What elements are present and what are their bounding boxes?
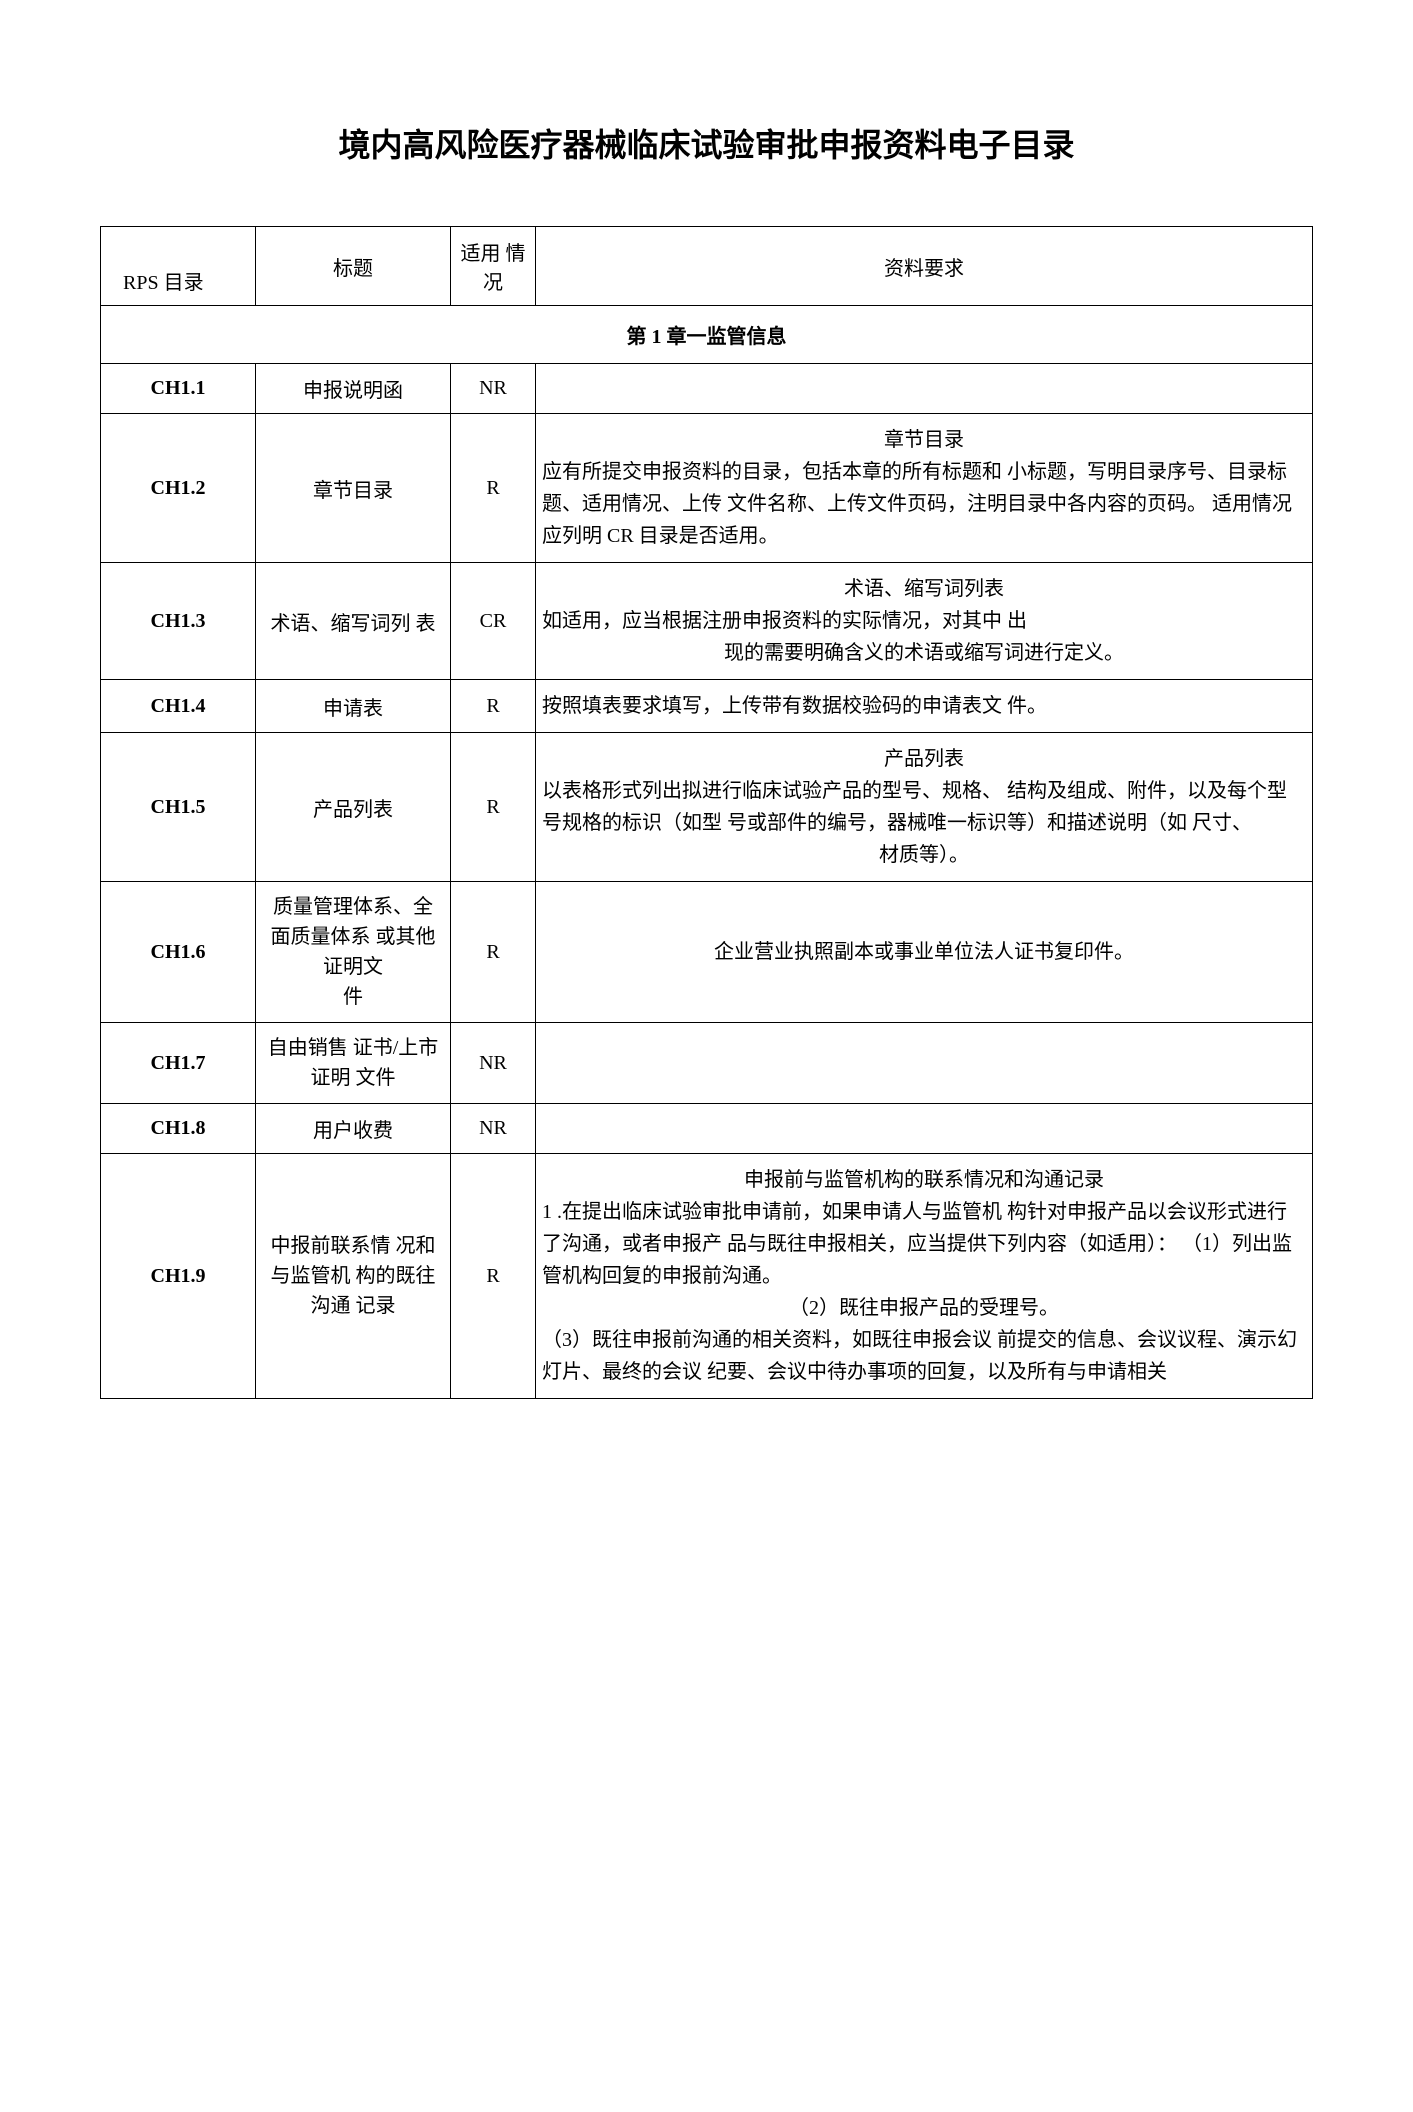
content-table: RPS 目录 标题 适用 情况 资料要求 第 1 章一监管信息 CH1.1 申报… [100,226,1313,1399]
cell-apply: NR [451,1023,536,1104]
cell-title: 用户收费 [256,1104,451,1154]
header-req: 资料要求 [536,227,1313,306]
cell-apply: NR [451,364,536,414]
cell-rps: CH1.5 [101,733,256,882]
table-row: CH1.9 中报前联系情 况和与监管机 构的既往沟通 记录 R 申报前与监管机构… [101,1154,1313,1399]
cell-rps: CH1.6 [101,882,256,1023]
table-row: CH1.6 质量管理体系、全面质量体系 或其他证明文件 R 企业营业执照副本或事… [101,882,1313,1023]
cell-req: 企业营业执照副本或事业单位法人证书复印件。 [536,882,1313,1023]
cell-apply: R [451,1154,536,1399]
req-body: 应有所提交申报资料的目录，包括本章的所有标题和 小标题，写明目录序号、目录标题、… [542,456,1306,552]
cell-rps: CH1.4 [101,680,256,733]
table-row: CH1.1 申报说明函 NR [101,364,1313,414]
cell-req [536,1104,1313,1154]
cell-req [536,364,1313,414]
cell-title: 质量管理体系、全面质量体系 或其他证明文件 [256,882,451,1023]
cell-title: 章节目录 [256,414,451,563]
cell-req: 章节目录 应有所提交申报资料的目录，包括本章的所有标题和 小标题，写明目录序号、… [536,414,1313,563]
table-row: CH1.8 用户收费 NR [101,1104,1313,1154]
header-rps: RPS 目录 [101,227,256,306]
req-body: 以表格形式列出拟进行临床试验产品的型号、规格、 结构及组成、附件，以及每个型号规… [542,780,1306,871]
chapter-row: 第 1 章一监管信息 [101,306,1313,364]
cell-title: 申请表 [256,680,451,733]
req-body: 企业营业执照副本或事业单位法人证书复印件。 [714,941,1134,963]
cell-apply: R [451,733,536,882]
cell-title: 自由销售 证书/上市证明 文件 [256,1023,451,1104]
header-apply: 适用 情况 [451,227,536,306]
req-body: 按照填表要求填写，上传带有数据校验码的申请表文 件。 [542,690,1306,722]
cell-apply: R [451,680,536,733]
req-title: 产品列表 [542,743,1306,775]
req-title: 章节目录 [542,424,1306,456]
table-row: CH1.2 章节目录 R 章节目录 应有所提交申报资料的目录，包括本章的所有标题… [101,414,1313,563]
header-row: RPS 目录 标题 适用 情况 资料要求 [101,227,1313,306]
table-row: CH1.4 申请表 R 按照填表要求填写，上传带有数据校验码的申请表文 件。 [101,680,1313,733]
cell-title: 申报说明函 [256,364,451,414]
cell-rps: CH1.8 [101,1104,256,1154]
document-title: 境内高风险医疗器械临床试验审批申报资料电子目录 [100,120,1313,166]
req-title: 术语、缩写词列表 [542,573,1306,605]
cell-title: 中报前联系情 况和与监管机 构的既往沟通 记录 [256,1154,451,1399]
cell-req: 术语、缩写词列表 如适用，应当根据注册申报资料的实际情况，对其中 出现的需要明确… [536,563,1313,680]
cell-req [536,1023,1313,1104]
cell-req: 申报前与监管机构的联系情况和沟通记录 1 .在提出临床试验审批申请前，如果申请人… [536,1154,1313,1399]
table-row: CH1.7 自由销售 证书/上市证明 文件 NR [101,1023,1313,1104]
cell-apply: R [451,882,536,1023]
chapter-label: 第 1 章一监管信息 [101,306,1313,364]
cell-req: 产品列表 以表格形式列出拟进行临床试验产品的型号、规格、 结构及组成、附件，以及… [536,733,1313,882]
table-row: CH1.5 产品列表 R 产品列表 以表格形式列出拟进行临床试验产品的型号、规格… [101,733,1313,882]
req-body: 1 .在提出临床试验审批申请前，如果申请人与监管机 构针对申报产品以会议形式进行… [542,1196,1306,1388]
table-row: CH1.3 术语、缩写词列 表 CR 术语、缩写词列表 如适用，应当根据注册申报… [101,563,1313,680]
cell-title: 产品列表 [256,733,451,882]
req-title: 申报前与监管机构的联系情况和沟通记录 [542,1164,1306,1196]
header-title: 标题 [256,227,451,306]
cell-rps: CH1.7 [101,1023,256,1104]
cell-apply: NR [451,1104,536,1154]
req-body: 如适用，应当根据注册申报资料的实际情况，对其中 出现的需要明确含义的术语或缩写词… [542,605,1306,669]
cell-rps: CH1.9 [101,1154,256,1399]
cell-rps: CH1.2 [101,414,256,563]
cell-apply: R [451,414,536,563]
cell-rps: CH1.1 [101,364,256,414]
cell-req: 按照填表要求填写，上传带有数据校验码的申请表文 件。 [536,680,1313,733]
cell-apply: CR [451,563,536,680]
cell-rps: CH1.3 [101,563,256,680]
cell-title: 术语、缩写词列 表 [256,563,451,680]
